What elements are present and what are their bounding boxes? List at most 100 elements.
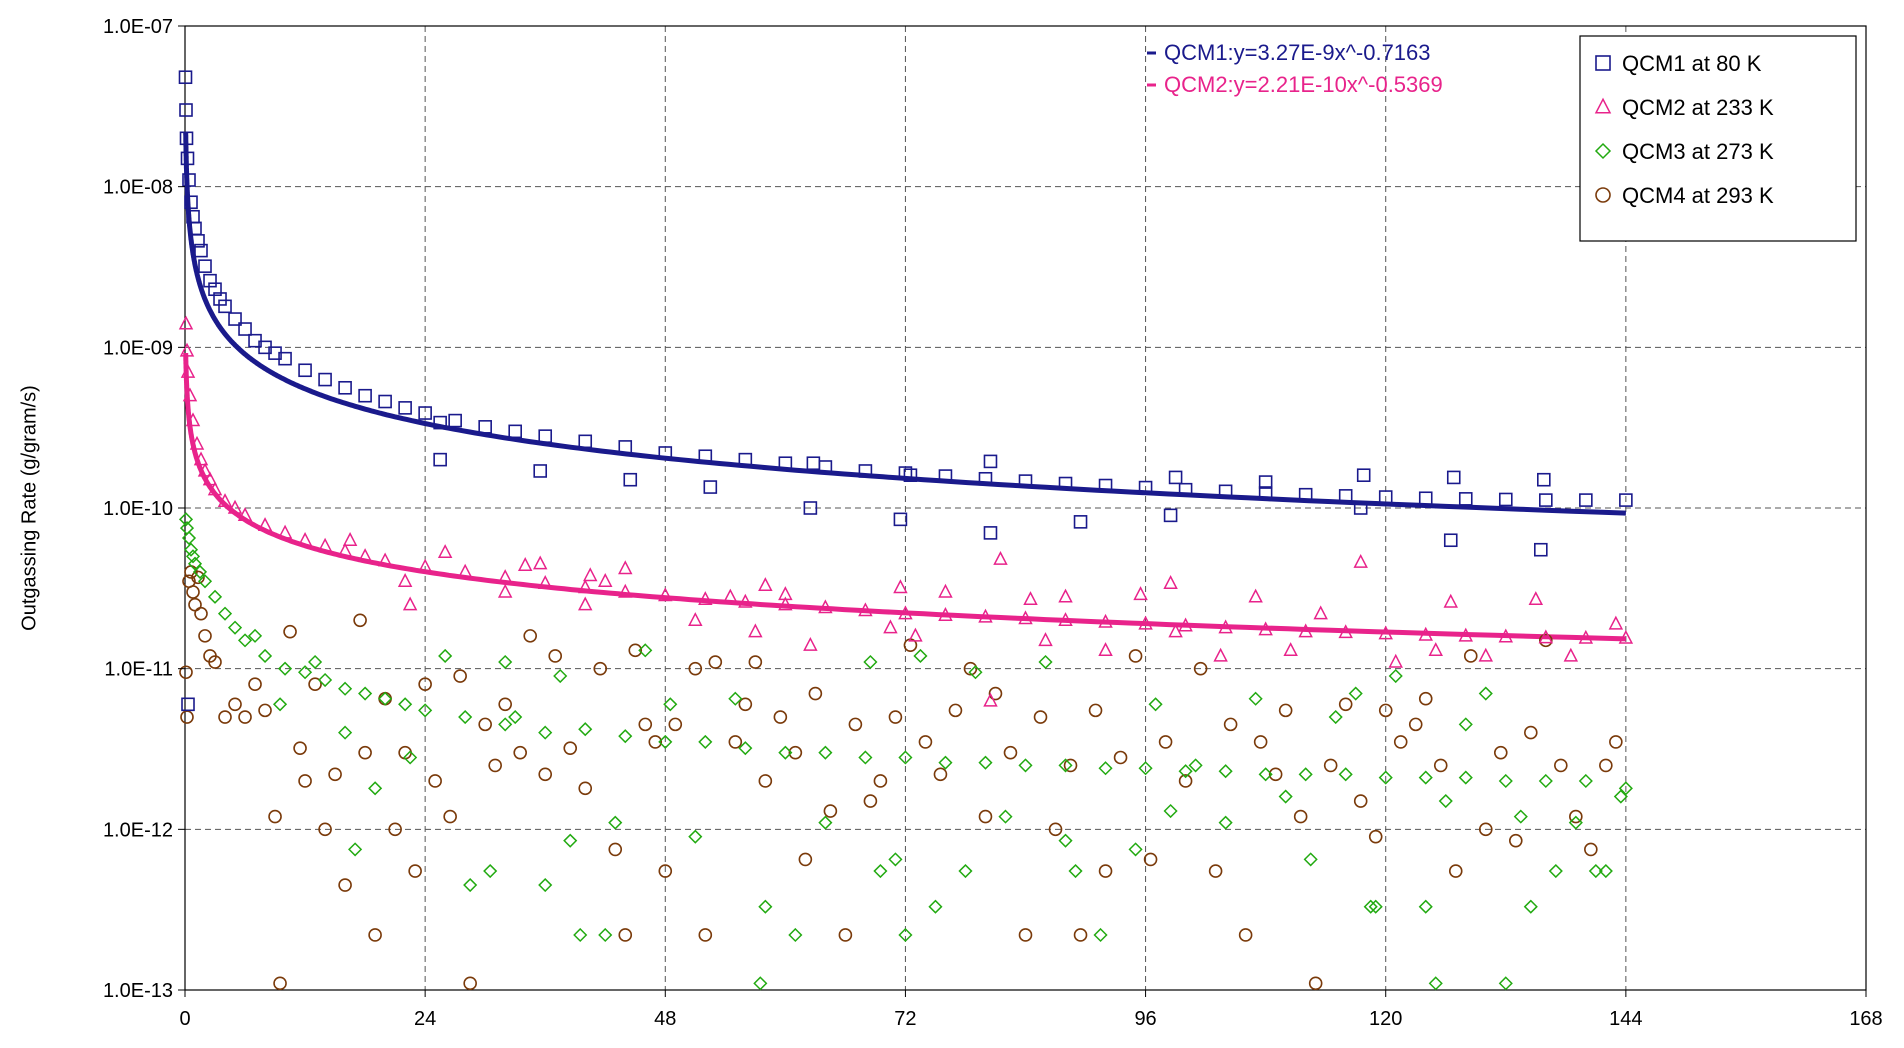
x-tick-label: 168 bbox=[1849, 1008, 1882, 1030]
data-point bbox=[207, 589, 223, 604]
data-point bbox=[357, 548, 373, 563]
data-point bbox=[1018, 474, 1033, 488]
data-point bbox=[1446, 470, 1461, 485]
data-point bbox=[513, 745, 527, 760]
data-point bbox=[283, 624, 297, 639]
data-point bbox=[1478, 822, 1493, 837]
data-point bbox=[578, 434, 593, 449]
y-tick-label: 1.0E-08 bbox=[103, 177, 173, 199]
data-point bbox=[1018, 928, 1033, 942]
data-point bbox=[181, 530, 197, 546]
fit-equation-labels: QCM1:y=3.27E-9x^-0.7163 QCM2:y=2.21E-10x^… bbox=[1147, 40, 1443, 97]
data-point bbox=[338, 725, 353, 740]
legend: QCM1 at 80 K QCM2 at 233 K QCM3 at 273 K QC… bbox=[1579, 35, 1857, 242]
data-point bbox=[1353, 553, 1368, 568]
data-point bbox=[738, 452, 753, 467]
data-point bbox=[1058, 833, 1073, 848]
data-point bbox=[873, 863, 888, 879]
data-point bbox=[1218, 619, 1233, 634]
data-point bbox=[1178, 774, 1193, 788]
data-point bbox=[353, 613, 367, 628]
data-point bbox=[238, 322, 252, 336]
data-point bbox=[508, 709, 523, 725]
data-point bbox=[1163, 508, 1178, 523]
data-point bbox=[1408, 717, 1423, 732]
data-point bbox=[883, 619, 898, 634]
data-point bbox=[318, 372, 332, 387]
data-point bbox=[1338, 489, 1353, 503]
data-point bbox=[238, 710, 252, 724]
data-point bbox=[688, 829, 703, 844]
data-point bbox=[438, 648, 453, 664]
data-point bbox=[1058, 588, 1073, 603]
fit-equation-label: QCM1:y=3.27E-9x^-0.7163 bbox=[1164, 40, 1431, 65]
data-point bbox=[508, 424, 522, 439]
data-point bbox=[1073, 515, 1088, 529]
data-point bbox=[218, 710, 232, 724]
data-point bbox=[308, 677, 322, 692]
legend-entry: QCM4 at 293 K bbox=[1622, 183, 1774, 208]
data-point bbox=[208, 655, 222, 669]
data-point bbox=[1563, 647, 1579, 662]
data-point bbox=[1298, 623, 1313, 638]
data-point bbox=[1098, 613, 1113, 628]
data-point bbox=[337, 542, 353, 557]
data-point bbox=[1068, 863, 1083, 879]
data-point bbox=[1569, 809, 1583, 824]
data-point bbox=[898, 927, 913, 943]
data-point bbox=[698, 449, 713, 464]
data-point bbox=[278, 351, 292, 366]
data-point bbox=[1018, 610, 1033, 625]
data-point bbox=[1368, 899, 1383, 914]
data-point bbox=[1098, 478, 1113, 493]
data-point bbox=[1458, 717, 1473, 732]
data-point bbox=[378, 394, 392, 409]
data-point bbox=[191, 570, 205, 585]
data-point bbox=[433, 452, 447, 467]
data-point bbox=[273, 976, 287, 991]
data-point bbox=[1418, 626, 1433, 641]
data-point bbox=[1248, 691, 1263, 706]
data-point bbox=[377, 552, 393, 567]
data-point bbox=[988, 686, 1003, 701]
data-point bbox=[1238, 928, 1253, 942]
data-point bbox=[1003, 745, 1018, 760]
data-point bbox=[178, 315, 194, 330]
data-point bbox=[1378, 625, 1393, 640]
data-point bbox=[1584, 842, 1598, 857]
data-point bbox=[185, 412, 201, 427]
data-point bbox=[773, 710, 788, 724]
data-point bbox=[638, 717, 653, 732]
data-point bbox=[213, 292, 227, 306]
data-point bbox=[191, 234, 205, 248]
data-point bbox=[478, 420, 492, 434]
data-point bbox=[498, 697, 512, 712]
series-2-points bbox=[178, 315, 1634, 707]
data-point bbox=[227, 620, 243, 635]
data-point bbox=[179, 342, 195, 357]
data-point bbox=[1313, 605, 1328, 620]
fit-line-1 bbox=[183, 131, 1626, 516]
data-point bbox=[1538, 773, 1553, 789]
legend-entry: QCM2 at 233 K bbox=[1622, 95, 1774, 120]
data-point bbox=[1418, 691, 1433, 706]
data-point bbox=[608, 842, 623, 857]
data-point bbox=[1618, 781, 1633, 796]
data-point bbox=[983, 454, 998, 469]
data-point bbox=[888, 710, 903, 724]
y-tick-label: 1.0E-09 bbox=[103, 337, 173, 359]
data-point bbox=[598, 573, 613, 587]
data-point bbox=[443, 809, 457, 824]
data-point bbox=[863, 654, 878, 670]
legend-marker bbox=[1595, 187, 1611, 203]
data-point bbox=[1578, 773, 1593, 789]
data-point bbox=[178, 512, 194, 527]
data-point bbox=[958, 863, 973, 879]
data-point bbox=[458, 709, 473, 725]
data-point bbox=[938, 583, 953, 598]
data-point bbox=[182, 387, 198, 402]
data-point bbox=[648, 735, 663, 749]
data-point bbox=[1193, 661, 1208, 676]
data-point bbox=[618, 440, 633, 454]
y-tick-label: 1.0E-07 bbox=[103, 16, 173, 38]
